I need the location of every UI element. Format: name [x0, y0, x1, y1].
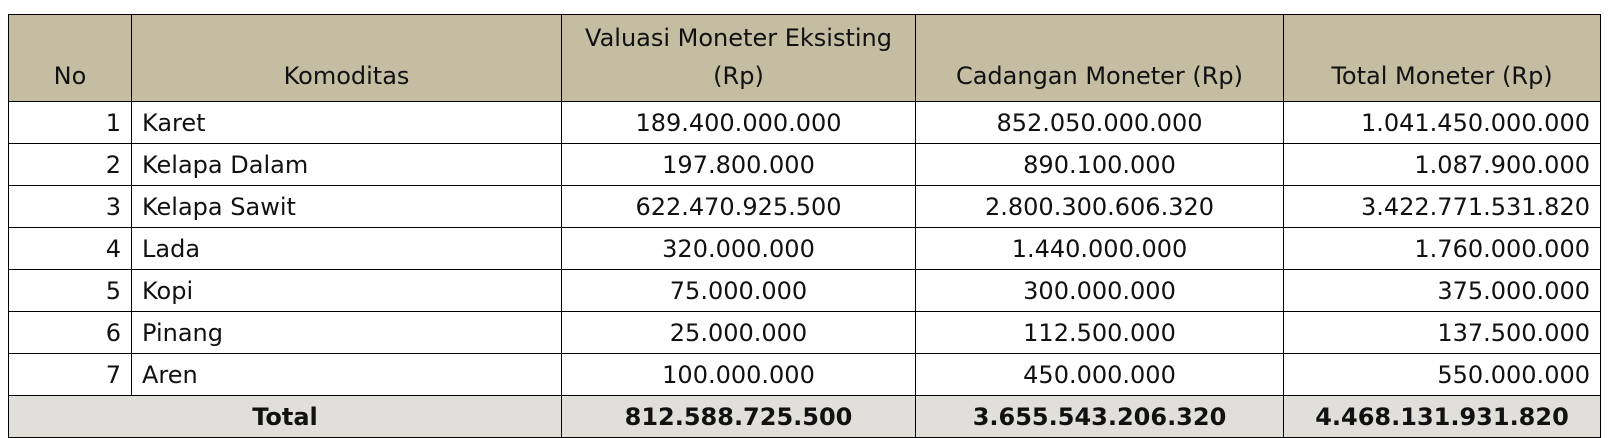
header-cell: Komoditas [131, 14, 562, 102]
value-cell: 450.000.000 [915, 353, 1284, 396]
value-cell: 137.500.000 [1283, 311, 1601, 354]
commodity-cell: Pinang [131, 311, 562, 354]
value-cell: 75.000.000 [561, 269, 916, 312]
value-cell: 2.800.300.606.320 [915, 185, 1284, 228]
commodity-cell: Kelapa Sawit [131, 185, 562, 228]
table-body: 1 Karet 189.400.000.000 852.050.000.000 1.04… [8, 101, 1601, 438]
value-cell: 100.000.000 [561, 353, 916, 396]
value-cell: 1 [8, 101, 132, 144]
total-row: Total 812.588.725.500 3.655.543.206.320 4.4… [8, 395, 1601, 438]
commodity-cell: Aren [131, 353, 562, 396]
table-row: 4 Lada 320.000.000 1.440.000.000 1.760.000.0… [8, 227, 1601, 270]
value-cell: 320.000.000 [561, 227, 916, 270]
commodity-cell: Kopi [131, 269, 562, 312]
commodity-cell: Lada [131, 227, 562, 270]
value-cell: 2 [8, 143, 132, 186]
value-cell: 6 [8, 311, 132, 354]
value-cell: 3 [8, 185, 132, 228]
value-cell: 300.000.000 [915, 269, 1284, 312]
value-cell: 550.000.000 [1283, 353, 1601, 396]
value-cell: 852.050.000.000 [915, 101, 1284, 144]
value-cell: 112.500.000 [915, 311, 1284, 354]
value-cell: 1.087.900.000 [1283, 143, 1601, 186]
header-cell: Cadangan Moneter (Rp) [915, 14, 1284, 102]
table-row: 1 Karet 189.400.000.000 852.050.000.000 1.04… [8, 101, 1601, 144]
header-cell: No [8, 14, 132, 102]
header-cell: Valuasi Moneter Eksisting (Rp) [561, 14, 916, 102]
total-cell: 812.588.725.500 [561, 395, 916, 438]
value-cell: 890.100.000 [915, 143, 1284, 186]
table-row: 3 Kelapa Sawit 622.470.925.500 2.800.300.60… [8, 185, 1601, 228]
value-cell: 375.000.000 [1283, 269, 1601, 312]
table-row: 7 Aren 100.000.000 450.000.000 550.000.000 [8, 353, 1601, 396]
value-cell: 197.800.000 [561, 143, 916, 186]
header-cell: Total Moneter (Rp) [1283, 14, 1601, 102]
table-row: 6 Pinang 25.000.000 112.500.000 137.500.000 [8, 311, 1601, 354]
value-cell: 7 [8, 353, 132, 396]
value-cell: 1.440.000.000 [915, 227, 1284, 270]
total-cell: 4.468.131.931.820 [1283, 395, 1601, 438]
table: No Komoditas Valuasi Moneter Eksisting (Rp… [8, 14, 1601, 438]
value-cell: 1.041.450.000.000 [1283, 101, 1601, 144]
table-row: 5 Kopi 75.000.000 300.000.000 375.000.000 [8, 269, 1601, 312]
value-cell: 3.422.771.531.820 [1283, 185, 1601, 228]
total-cell: 3.655.543.206.320 [915, 395, 1284, 438]
total-label: Total [8, 395, 562, 438]
header-row: No Komoditas Valuasi Moneter Eksisting (Rp… [8, 14, 1601, 102]
value-cell: 1.760.000.000 [1283, 227, 1601, 270]
value-cell: 4 [8, 227, 132, 270]
commodity-cell: Kelapa Dalam [131, 143, 562, 186]
value-cell: 25.000.000 [561, 311, 916, 354]
table-row: 2 Kelapa Dalam 197.800.000 890.100.000 1.087… [8, 143, 1601, 186]
value-cell: 622.470.925.500 [561, 185, 916, 228]
value-cell: 189.400.000.000 [561, 101, 916, 144]
value-cell: 5 [8, 269, 132, 312]
commodity-cell: Karet [131, 101, 562, 144]
